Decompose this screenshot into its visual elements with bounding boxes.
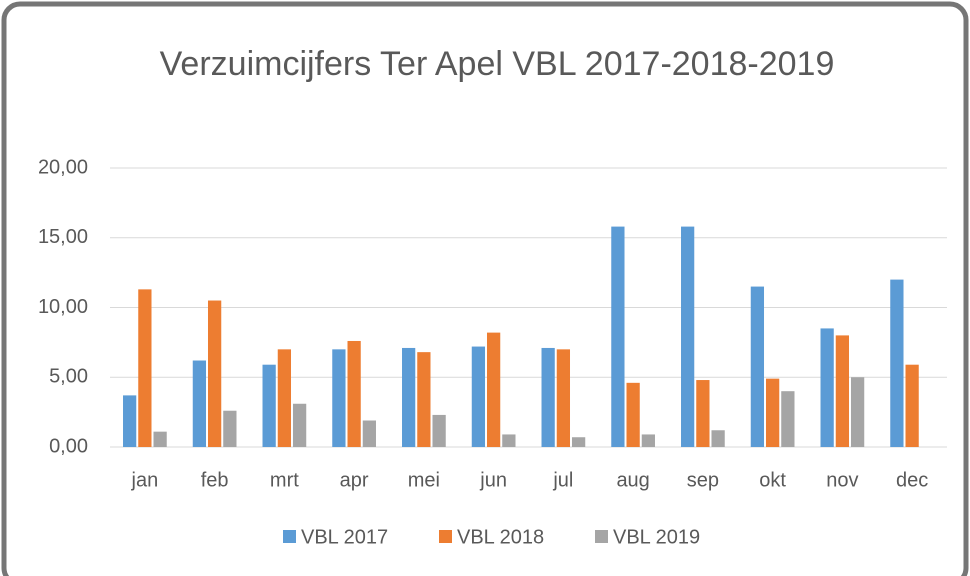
bar bbox=[362, 420, 376, 447]
bar bbox=[750, 286, 765, 447]
bar bbox=[471, 346, 486, 447]
bar bbox=[262, 364, 276, 447]
legend-label: VBL 2017 bbox=[301, 526, 388, 548]
bar bbox=[681, 226, 695, 447]
x-tick-label: mrt bbox=[270, 469, 299, 491]
bar bbox=[711, 430, 725, 447]
x-tick-label: aug bbox=[616, 469, 649, 491]
x-tick-label: jul bbox=[552, 469, 573, 491]
bar bbox=[347, 340, 361, 447]
bar bbox=[556, 349, 571, 447]
legend-label: VBL 2019 bbox=[613, 526, 700, 548]
legend-swatch bbox=[595, 530, 608, 543]
bar bbox=[850, 377, 865, 447]
y-tick-label: 10,00 bbox=[38, 296, 88, 318]
bar bbox=[277, 349, 292, 447]
bar bbox=[207, 300, 222, 447]
bar bbox=[486, 332, 501, 447]
y-tick-label: 15,00 bbox=[38, 226, 88, 248]
x-tick-label: dec bbox=[896, 469, 928, 491]
bar bbox=[123, 395, 137, 447]
bar bbox=[905, 364, 919, 447]
bar bbox=[292, 403, 307, 447]
bar bbox=[696, 380, 710, 447]
x-tick-label: sep bbox=[687, 469, 719, 491]
y-tick-label: 5,00 bbox=[49, 366, 88, 388]
bar bbox=[332, 349, 346, 447]
y-tick-label: 20,00 bbox=[38, 156, 88, 178]
bar bbox=[223, 410, 237, 447]
bar bbox=[641, 434, 655, 447]
x-tick-label: nov bbox=[826, 469, 858, 491]
bar bbox=[765, 378, 780, 447]
x-tick-label: jun bbox=[479, 469, 507, 491]
bar bbox=[820, 328, 834, 447]
bar bbox=[541, 347, 555, 447]
bar bbox=[781, 391, 795, 447]
bar bbox=[417, 352, 431, 447]
legend-swatch bbox=[439, 530, 452, 543]
x-tick-label: mei bbox=[408, 469, 440, 491]
x-tick-label: okt bbox=[759, 469, 786, 491]
bar bbox=[153, 431, 167, 447]
bar bbox=[502, 434, 516, 447]
chart-title: Verzuimcijfers Ter Apel VBL 2017-2018-20… bbox=[160, 45, 835, 83]
x-tick-label: feb bbox=[201, 469, 229, 491]
legend-label: VBL 2018 bbox=[457, 526, 544, 548]
bar bbox=[571, 437, 586, 447]
x-tick-label: jan bbox=[131, 469, 159, 491]
bar bbox=[432, 414, 446, 447]
bar bbox=[138, 289, 152, 447]
bar bbox=[835, 335, 850, 447]
bar bbox=[192, 360, 207, 447]
bar bbox=[611, 226, 625, 447]
y-tick-label: 0,00 bbox=[49, 435, 88, 457]
bar bbox=[890, 279, 904, 447]
x-tick-label: apr bbox=[340, 469, 369, 491]
bar bbox=[626, 382, 640, 447]
legend-swatch bbox=[283, 530, 296, 543]
bar bbox=[402, 347, 416, 447]
